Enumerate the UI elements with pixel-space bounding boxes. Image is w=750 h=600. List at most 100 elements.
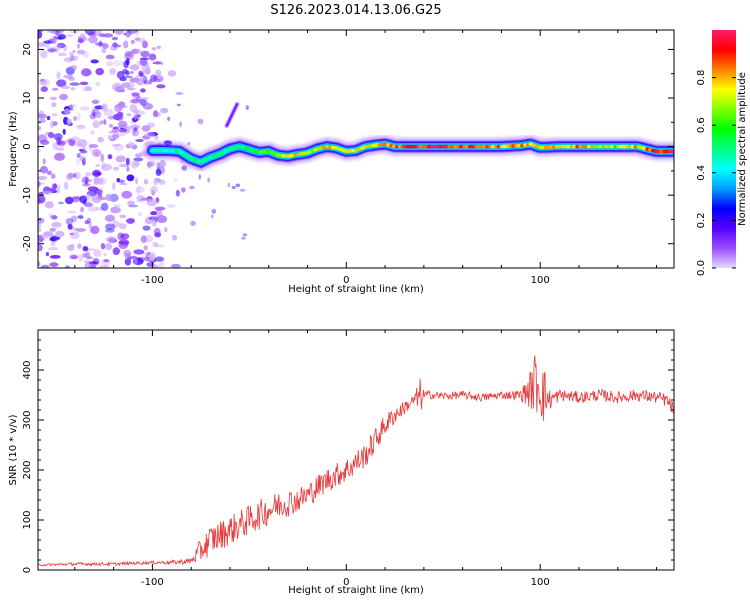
colorbar: 0.0 0.2 0.4 0.6 0.8 Normalized spectral ampl… (696, 30, 748, 276)
noise-blob (105, 242, 113, 251)
noise-blob (62, 140, 70, 144)
noise-blob (148, 216, 157, 220)
noise-blob (144, 132, 156, 139)
noise-blob (136, 199, 145, 203)
noise-blob (50, 239, 56, 247)
noise-blob (126, 51, 135, 58)
noise-blob (118, 223, 127, 230)
noise-blob (90, 129, 95, 135)
colorbar-ticks: 0.0 0.2 0.4 0.6 0.8 (696, 70, 736, 276)
noise-blob (131, 48, 139, 54)
noise-blob (131, 129, 140, 137)
noise-blob (90, 225, 100, 235)
noise-blob (127, 30, 138, 34)
snr-x-tick-label: -100 (141, 577, 164, 588)
noise-blob (135, 177, 139, 185)
noise-blob (50, 96, 57, 100)
noise-blob (111, 128, 119, 133)
noise-blob (148, 253, 156, 262)
noise-blob (47, 48, 57, 53)
noise-blob (75, 158, 80, 166)
noise-blob (190, 220, 196, 227)
noise-blob (38, 181, 41, 188)
spectrogram-x-tick-label: 100 (531, 275, 550, 286)
spectrogram-frame (37, 29, 675, 269)
noise-blob (135, 186, 146, 193)
noise-blob (63, 181, 69, 190)
noise-blob (38, 113, 47, 119)
noise-blob (211, 208, 217, 214)
noise-blob (79, 106, 90, 111)
noise-blob (114, 85, 125, 93)
noise-blob (79, 150, 88, 154)
noise-blob (113, 204, 121, 208)
figure-title: S126.2023.014.13.06.G25 (270, 3, 441, 18)
noise-blob (79, 81, 89, 86)
noise-blob (91, 148, 102, 157)
noise-blob (197, 118, 204, 125)
noise-blob (132, 256, 138, 265)
noise-blob (136, 186, 142, 195)
noise-blob (139, 98, 147, 106)
noise-blob (125, 30, 131, 38)
noise-blob (59, 30, 65, 35)
noise-blob (38, 261, 41, 266)
noise-blob (90, 59, 99, 64)
noise-blob (77, 215, 84, 219)
noise-blob (64, 265, 70, 268)
noise-blob (98, 265, 110, 268)
noise-blob (38, 246, 41, 250)
noise-blob (38, 126, 42, 131)
snr-x-axis-title: Height of straight line (km) (288, 585, 424, 596)
noise-blob (117, 105, 128, 109)
noise-blob (124, 258, 132, 266)
noise-blob (174, 178, 178, 181)
noise-blob (154, 232, 162, 238)
noise-blob (99, 120, 104, 125)
noise-blob (112, 166, 120, 171)
snr-y-tick-label: 300 (22, 410, 33, 429)
noise-blob (131, 92, 140, 97)
spectrogram-y-axis-title: Frequency (Hz) (8, 111, 19, 187)
noise-blob (154, 209, 163, 217)
noise-blob (118, 241, 129, 245)
noise-blob (105, 61, 114, 67)
noise-blob (125, 157, 130, 166)
noise-blob (143, 75, 148, 84)
noise-blob (113, 113, 122, 121)
colorbar-tick-label: 0.4 (696, 165, 707, 181)
noise-blob (82, 37, 93, 42)
noise-blob (113, 44, 122, 48)
noise-blob (87, 256, 94, 260)
noise-blob (56, 79, 67, 87)
spectrogram-y-tick-label: -20 (22, 236, 33, 252)
noise-blob (79, 156, 86, 162)
noise-blob (54, 152, 65, 161)
noise-blob (75, 142, 83, 147)
noise-blob (84, 30, 96, 36)
noise-blob (133, 249, 145, 255)
noise-blob (76, 153, 81, 158)
noise-blob (43, 40, 53, 44)
noise-blob (49, 237, 56, 241)
noise-blob (146, 161, 155, 167)
noise-blob (140, 235, 147, 244)
noise-blob (100, 243, 106, 250)
noise-blob (156, 84, 166, 89)
noise-blob (48, 131, 55, 139)
spectrogram-y-tick-label: 10 (22, 92, 33, 105)
noise-blob (46, 115, 51, 121)
noise-blob (80, 33, 86, 38)
ridge-spur (224, 102, 240, 128)
noise-blob (70, 231, 80, 240)
noise-blob (107, 115, 116, 120)
snr-y-tick-label: 0 (22, 567, 33, 573)
noise-blob (82, 146, 86, 151)
noise-blob (135, 139, 144, 142)
noise-blob (42, 158, 46, 165)
noise-blob (97, 177, 104, 185)
noise-blob (68, 104, 73, 111)
noise-blob (70, 255, 78, 260)
noise-blob (101, 103, 108, 112)
noise-blob (130, 39, 135, 45)
